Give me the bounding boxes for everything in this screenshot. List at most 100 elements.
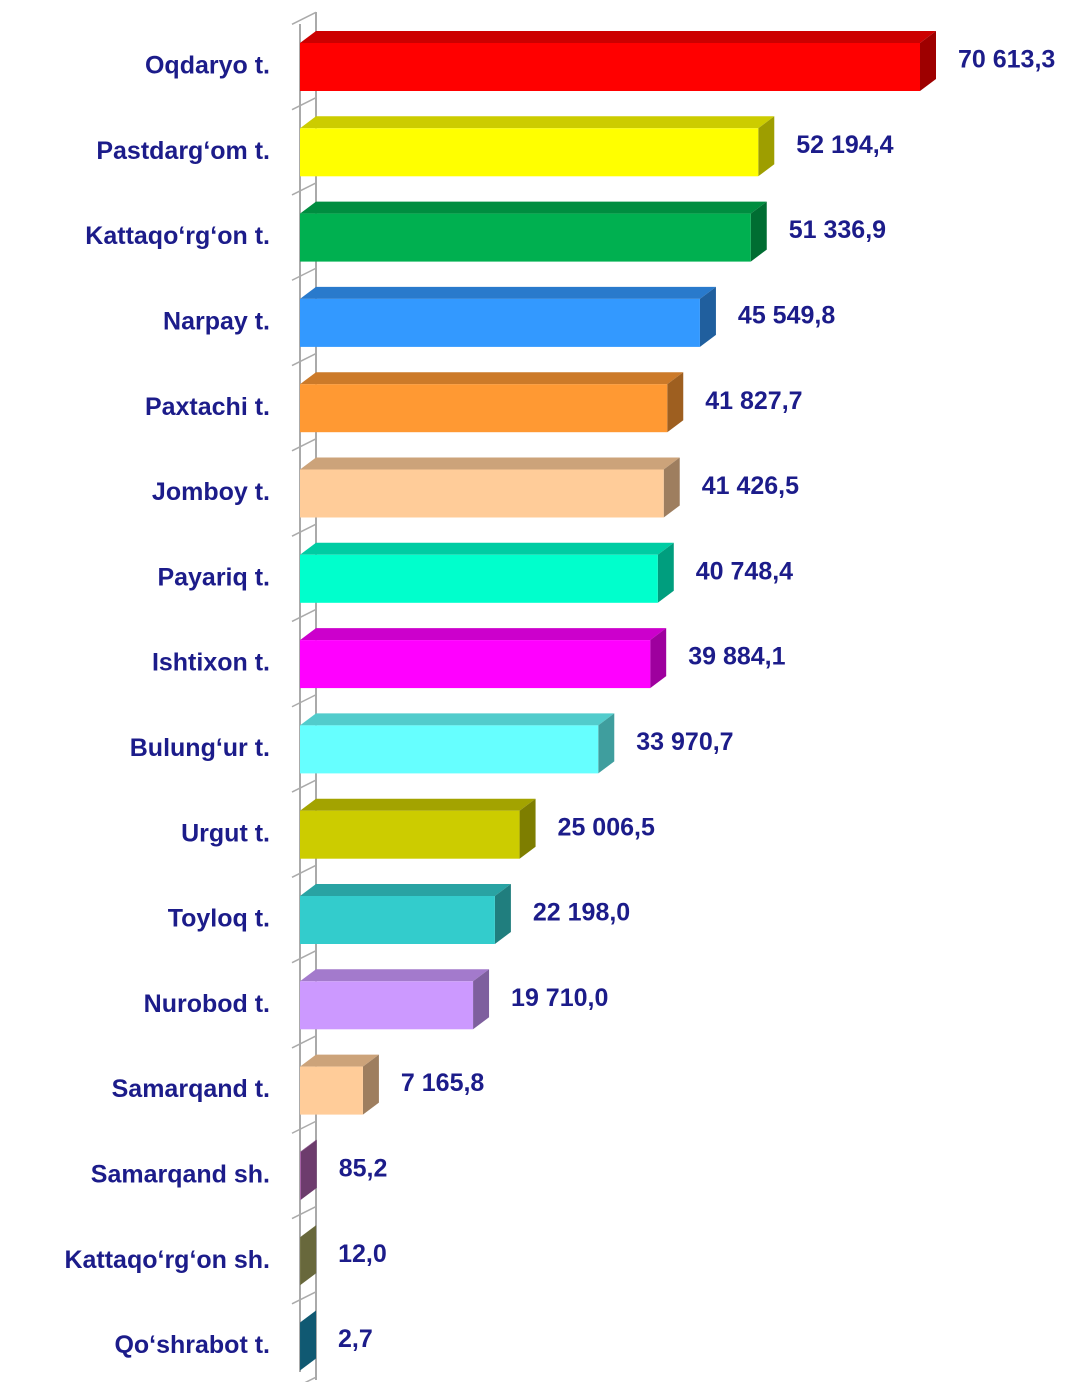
bar-top [300,1054,379,1067]
bar-front [300,469,664,518]
axis-tick [304,1376,317,1382]
value-label: 85,2 [339,1155,388,1183]
category-label: Pastdarg‘om t. [96,137,270,165]
bar [300,201,767,262]
bar [300,31,936,91]
bar-top [300,969,490,982]
value-label: 40 748,4 [696,557,793,585]
category-label: Kattaqo‘rg‘on sh. [64,1246,270,1274]
value-label: 22 198,0 [533,899,630,927]
value-label: 51 336,9 [789,216,886,244]
bar-front [300,810,520,859]
bar-side [667,372,684,433]
category-label: Paxtachi t. [145,393,270,421]
bar-top [300,1225,317,1238]
value-label: 41 426,5 [702,472,799,500]
value-label: 70 613,3 [958,46,1055,74]
category-label: Samarqand sh. [91,1161,270,1189]
category-label: Narpay t. [163,308,270,336]
bar [300,542,674,603]
bar [300,969,490,1030]
category-label: Qo‘shrabot t. [114,1331,270,1359]
bar-side [699,286,716,347]
category-label: Payariq t. [157,563,270,591]
bar-side [920,31,936,91]
bar-top [300,31,936,43]
axis-tick [291,96,317,111]
value-label: 39 884,1 [688,643,785,671]
axis-tick [291,182,317,196]
bar-side [300,1225,317,1286]
axis-tick [291,949,317,964]
bar-side [663,457,680,518]
bar-top [300,628,667,641]
bar-side [494,884,511,944]
bar-top [300,1139,317,1152]
bar-front [300,43,920,91]
category-label: Toyloq t. [168,905,270,933]
bar-top [300,713,615,726]
axis-tick [291,779,317,793]
value-label: 12,0 [338,1240,387,1268]
category-label: Bulung‘ur t. [130,734,270,762]
category-label: Samarqand t. [112,1075,270,1103]
bar-top [300,884,511,896]
value-label: 2,7 [338,1325,373,1353]
axis-tick [291,1291,317,1305]
bar-side [598,713,615,774]
category-label: Urgut t. [181,819,270,847]
category-label: Oqdaryo t. [145,52,270,80]
axis-tick [291,267,317,281]
category-label: Jomboy t. [152,478,270,506]
axis-tick [291,1035,317,1049]
axis-tick [291,1205,317,1220]
bar [300,798,536,859]
bar-top [300,457,680,470]
bar-top [300,542,674,555]
bar [300,1225,317,1286]
bar-side [657,542,674,603]
axis-tick [291,352,317,367]
bar [300,372,684,433]
bar-side [650,628,667,689]
bar [300,116,775,177]
value-label: 52 194,4 [796,131,893,159]
bar [300,1310,317,1371]
axis-tick [291,864,317,879]
bar-top [300,286,716,299]
bar-front [300,1066,363,1115]
bar [300,713,615,774]
axis-tick [291,523,317,537]
bar-front [300,725,599,774]
bar-top [300,1310,317,1323]
axis-tick [291,438,317,452]
bar [300,1139,317,1200]
bar-front [300,298,700,347]
axis-tick [291,694,317,708]
axis-tick [291,11,317,26]
bar-top [300,116,775,129]
axis-tick [291,1120,317,1134]
bar-front [300,640,651,689]
bar-top [300,798,536,811]
bar [300,1054,379,1115]
bar [300,628,667,689]
bar-side [300,1310,317,1371]
bar [300,884,511,944]
bar-side [758,116,775,177]
category-label: Kattaqo‘rg‘on t. [85,222,270,250]
bar-front [300,554,658,603]
bar-side [473,969,490,1030]
bar-side [300,1139,317,1200]
bar [300,457,680,518]
bar-front [300,213,751,262]
bar-top [300,201,767,214]
value-label: 41 827,7 [705,387,802,415]
category-label: Nurobod t. [144,990,270,1018]
value-label: 33 970,7 [636,728,733,756]
bar-front [300,981,474,1030]
bar-side [519,798,536,859]
axis-tick [291,608,317,623]
bar [300,286,716,347]
